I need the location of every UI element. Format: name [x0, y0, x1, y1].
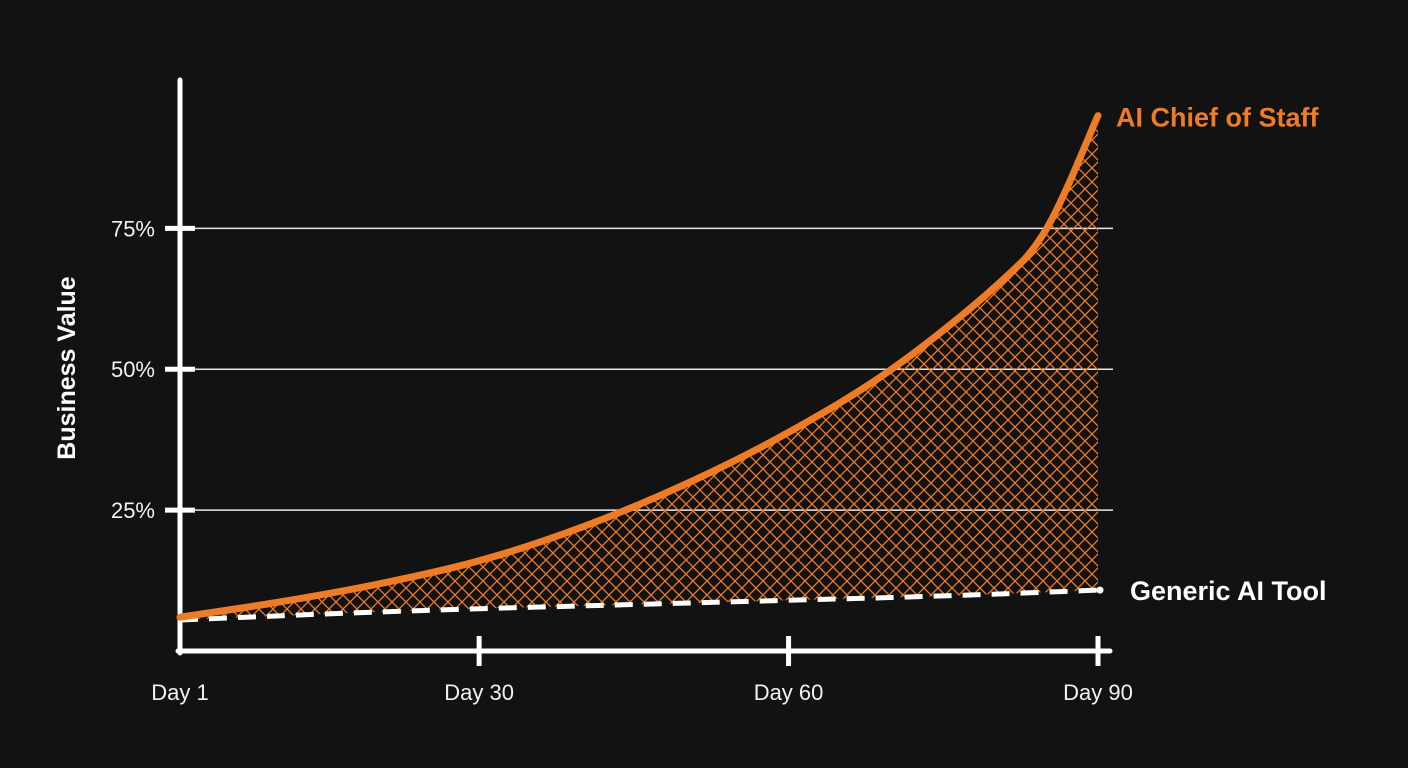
- series-line-generic-ai-tool: [179, 587, 1099, 623]
- x-tick-label: Day 60: [754, 680, 824, 705]
- axes: [165, 77, 1113, 666]
- chart-labels: Business Value 25% 50% 75% Day 1 Day 30 Day 6…: [53, 103, 1327, 705]
- x-tick-label: Day 90: [1063, 680, 1133, 705]
- y-axis-title: Business Value: [53, 276, 81, 460]
- y-tick-label: 25%: [111, 498, 155, 523]
- x-tick-label: Day 30: [444, 680, 514, 705]
- series-line-ai-chief-of-staff: [176, 112, 1102, 621]
- series-lines: [176, 112, 1104, 623]
- crosshatch-fill: [180, 115, 1098, 620]
- y-tick-label: 75%: [111, 216, 155, 241]
- series-endpoint-generic-ai-tool: [1096, 586, 1104, 594]
- value-gap-area: [180, 115, 1098, 620]
- x-tick-label: Day 1: [151, 680, 208, 705]
- series-label-generic-ai-tool: Generic AI Tool: [1130, 576, 1327, 606]
- y-tick-label: 50%: [111, 357, 155, 382]
- series-label-ai-chief-of-staff: AI Chief of Staff: [1116, 103, 1319, 133]
